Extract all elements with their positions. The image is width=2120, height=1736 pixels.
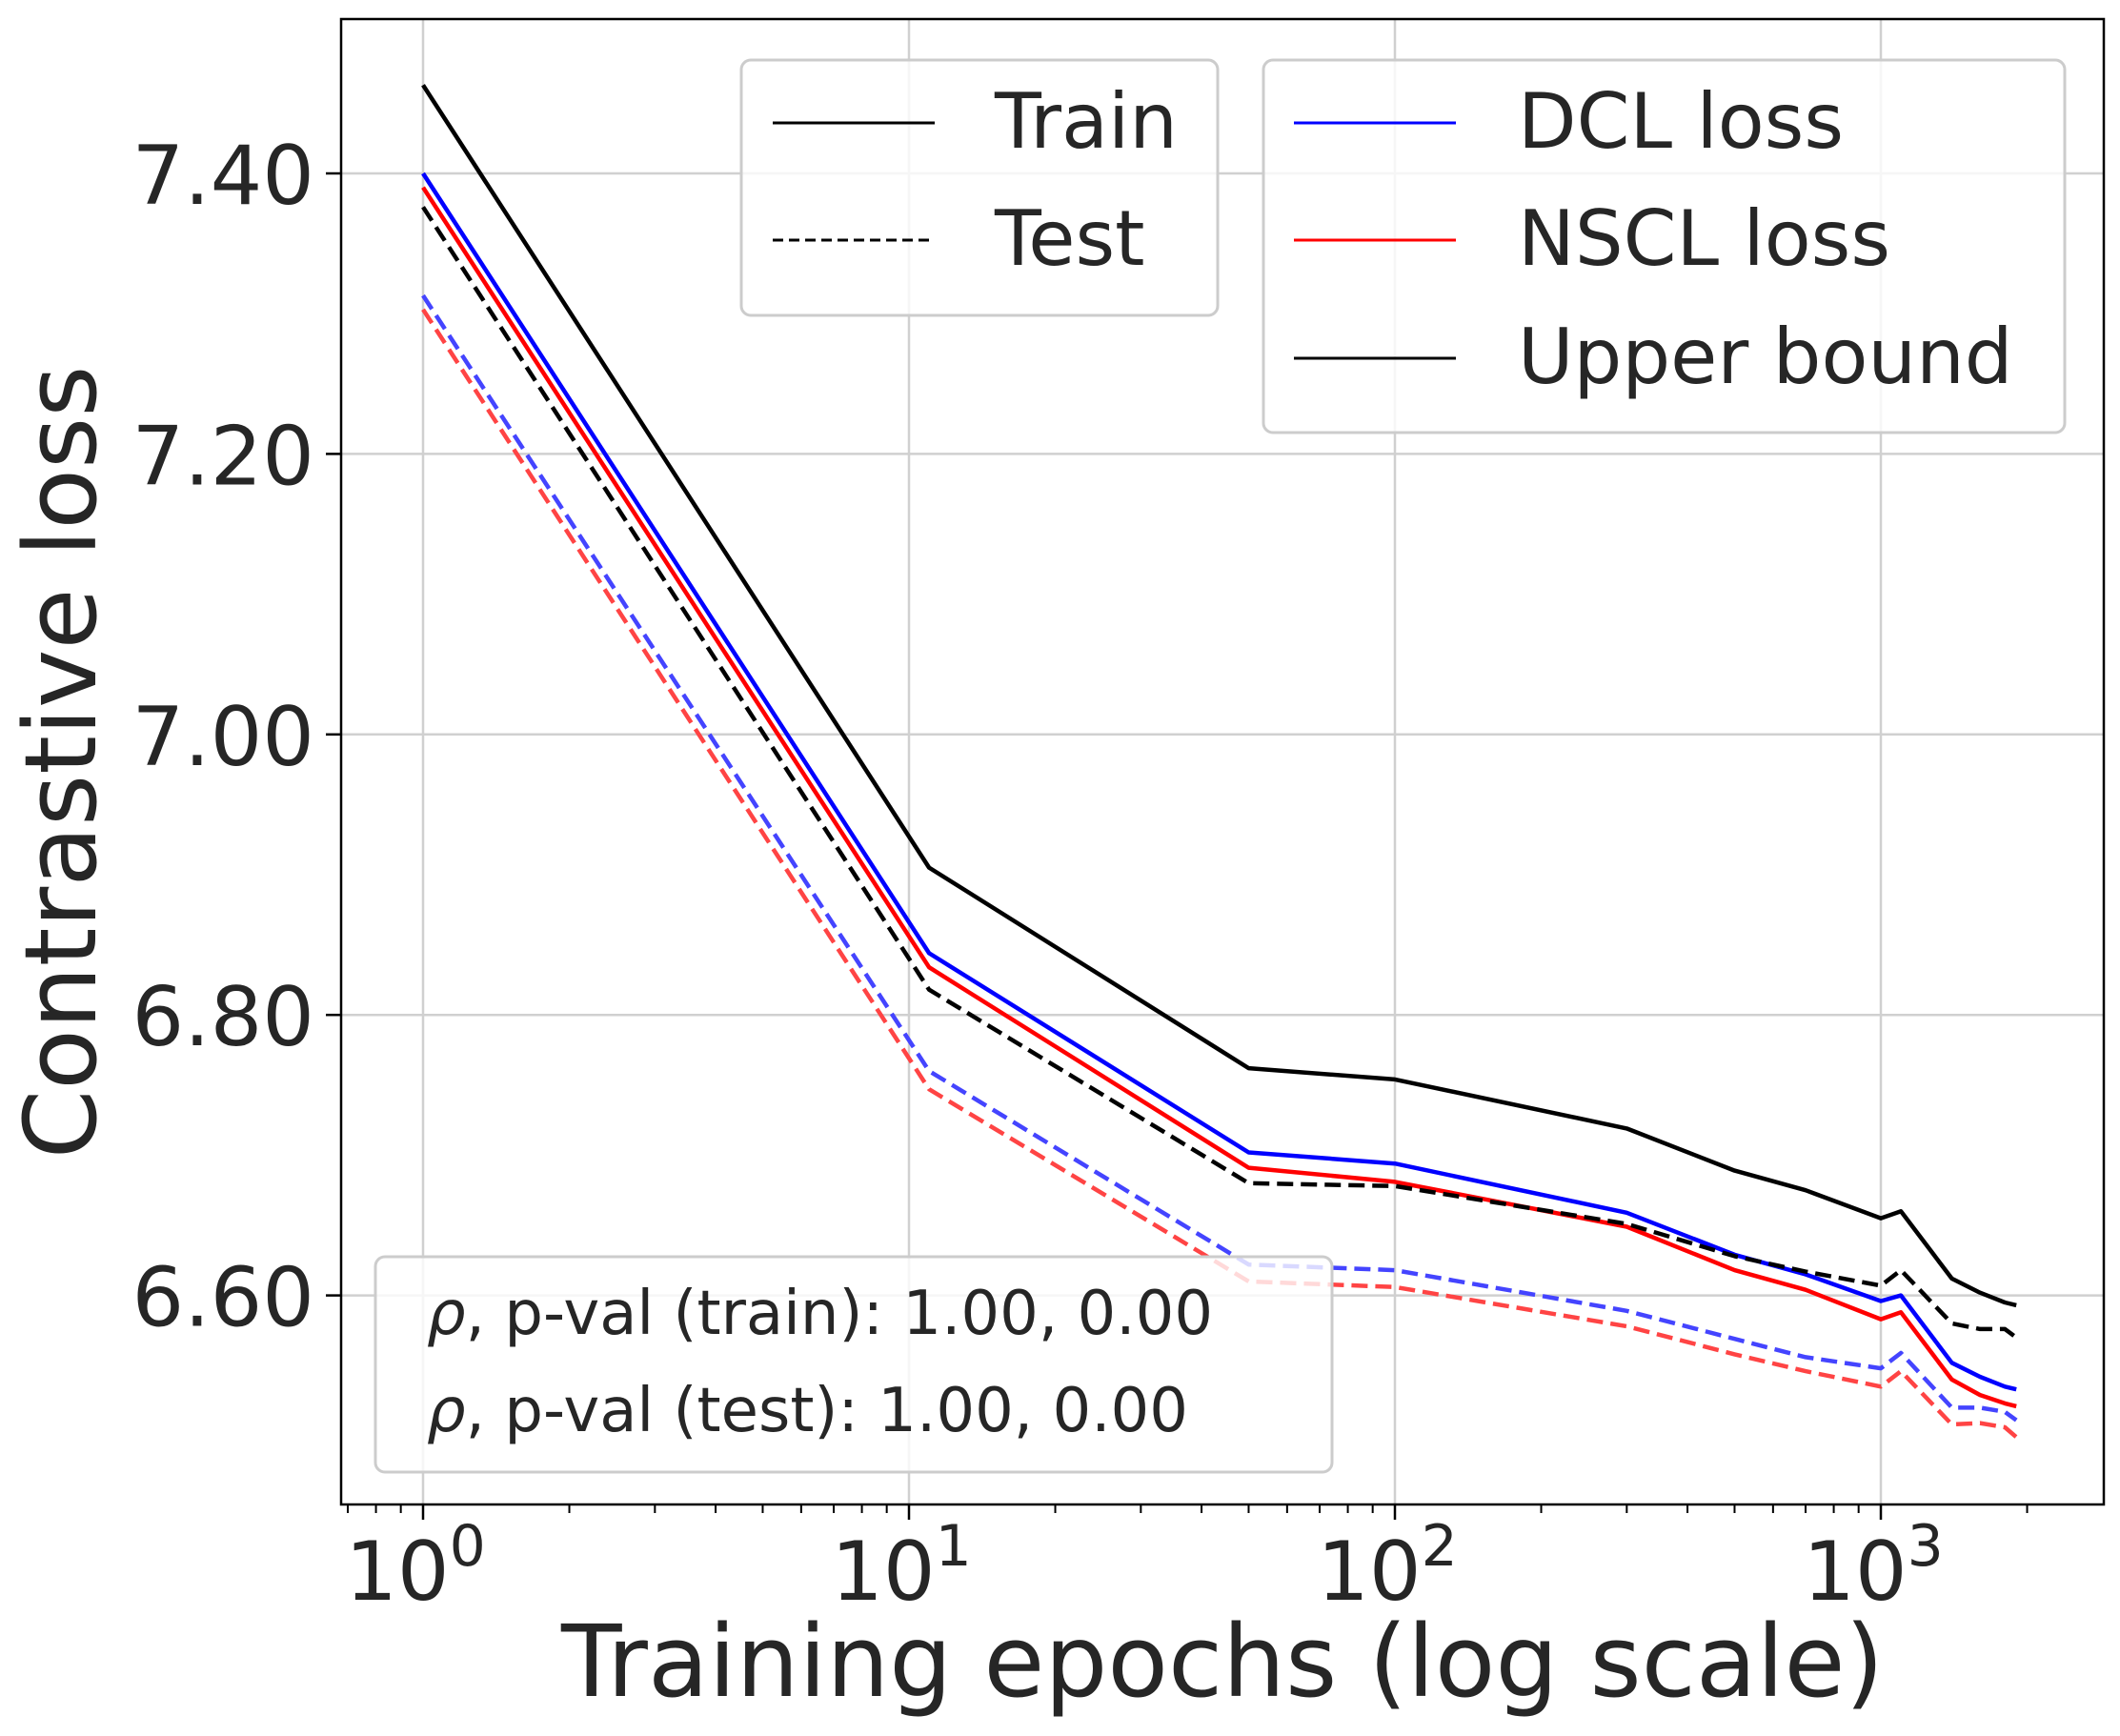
x-tick-label: 103 xyxy=(1803,1513,1944,1620)
y-tick-label: 7.40 xyxy=(132,129,314,224)
x-tick-label: 100 xyxy=(345,1513,486,1620)
series-nscl-test-line xyxy=(421,308,2018,1440)
annotation-box xyxy=(374,1255,1334,1474)
y-axis: 6.60 6.80 7.00 7.20 7.40 xyxy=(132,129,341,1346)
legend-test-label: Test xyxy=(994,194,1145,283)
y-axis-label: Contrastive loss xyxy=(3,366,119,1160)
legend-loss: DCL loss NSCL loss Upper bound xyxy=(1262,58,2067,434)
y-tick-label: 7.00 xyxy=(132,690,314,785)
series-dcl-train-line xyxy=(421,172,2017,1392)
series-nscl-train-line xyxy=(421,186,2017,1409)
y-tick-label: 6.60 xyxy=(132,1251,314,1346)
legend-style: Train Test xyxy=(739,58,1220,317)
legend-loss-box xyxy=(1262,58,2067,434)
x-axis-label: Training epochs (log scale) xyxy=(560,1604,1884,1720)
legend-upper-label: Upper bound xyxy=(1518,313,2013,401)
correlation-annotation: ρ, p-val (train): 1.00, 0.00 ρ, p-val (t… xyxy=(374,1255,1334,1474)
series-dcl-test-line xyxy=(421,293,2018,1423)
legend-dcl-label: DCL loss xyxy=(1518,77,1844,166)
annotation-train: ρ, p-val (train): 1.00, 0.00 xyxy=(427,1279,1213,1349)
y-tick-label: 6.80 xyxy=(132,970,314,1065)
annotation-test: ρ, p-val (test): 1.00, 0.00 xyxy=(427,1376,1188,1446)
y-tick-label: 7.20 xyxy=(132,409,314,504)
legend-nscl-label: NSCL loss xyxy=(1518,194,1890,283)
series-upper-train-line xyxy=(421,84,2017,1308)
plot-frame xyxy=(339,17,2106,1506)
legend-train-label: Train xyxy=(994,77,1178,166)
x-tick-label: 101 xyxy=(831,1513,972,1620)
x-axis: 100 101 102 103 xyxy=(345,1504,2029,1620)
x-tick-label: 102 xyxy=(1317,1513,1458,1620)
series-upper-test-line xyxy=(421,206,2018,1340)
